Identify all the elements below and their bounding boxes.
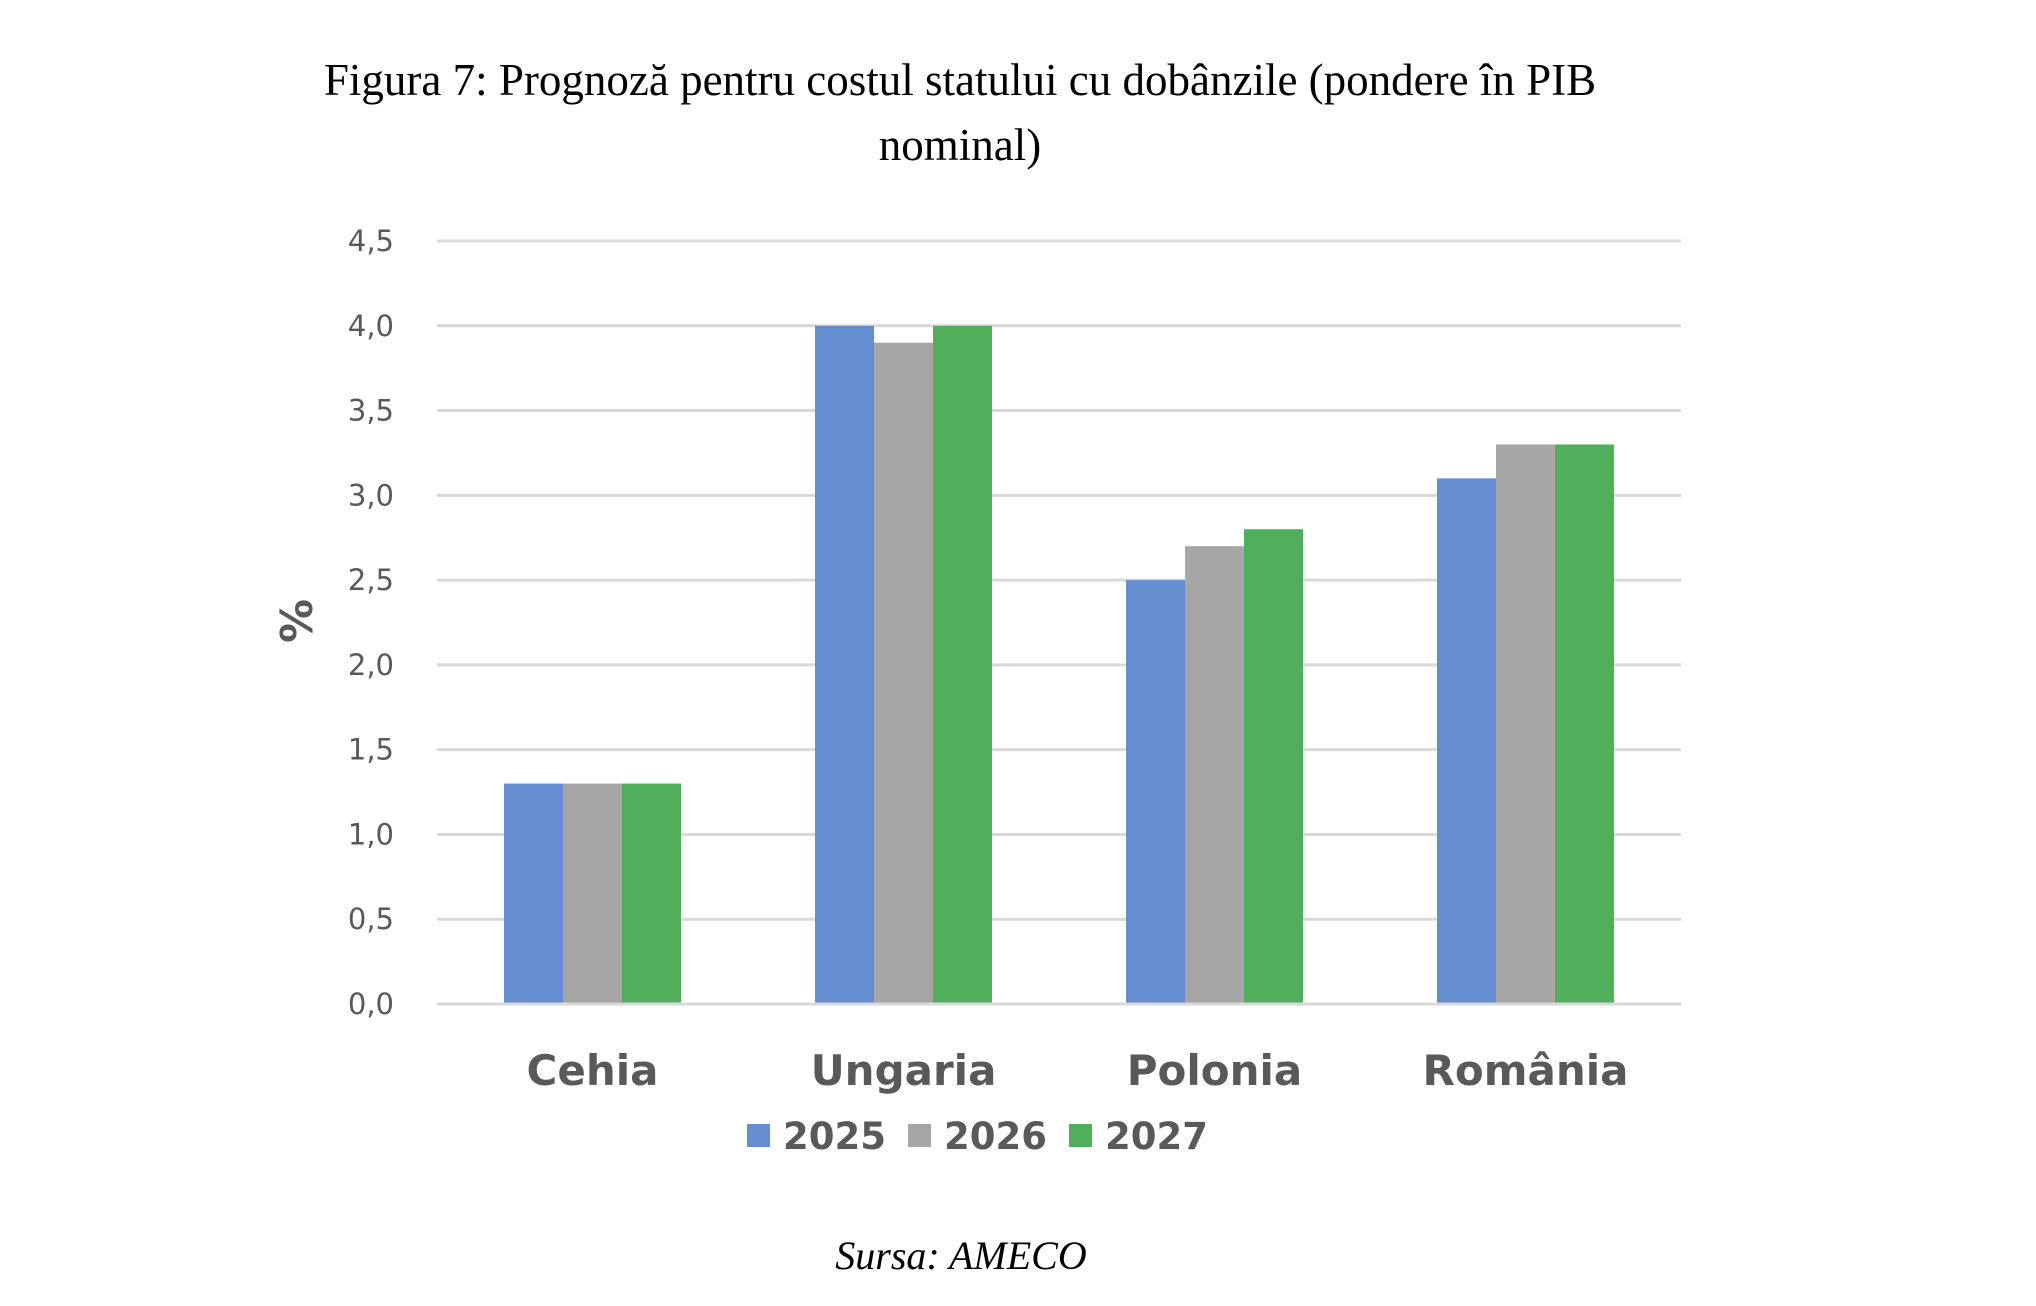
- y-tick-label: 3,5: [348, 394, 394, 428]
- y-tick-label: 2,0: [348, 648, 394, 682]
- y-axis-label: %: [272, 599, 323, 643]
- y-tick-label: 0,0: [348, 987, 394, 1021]
- x-category-label: Ungaria: [811, 1046, 997, 1095]
- bar-cehia-2026: [563, 783, 622, 1004]
- chart-source: Sursa: AMECO: [835, 1233, 1087, 1278]
- bar-polonia-2025: [1126, 580, 1185, 1004]
- bar-polonia-2027: [1244, 529, 1303, 1004]
- bar-polonia-2026: [1185, 546, 1244, 1004]
- legend-label: 2027: [1105, 1115, 1208, 1158]
- legend-swatch-2026: [908, 1124, 931, 1147]
- x-category-label: Polonia: [1127, 1046, 1303, 1095]
- chart-title: Figura 7: Prognoză pentru costul statulu…: [200, 48, 1720, 178]
- y-tick-label: 4,5: [348, 224, 394, 258]
- bar-românia-2026: [1496, 444, 1555, 1004]
- bar-românia-2025: [1437, 478, 1496, 1004]
- chart-title-line-2: nominal): [878, 120, 1042, 170]
- chart-title-line-1: Figura 7: Prognoză pentru costul statulu…: [323, 55, 1597, 105]
- y-tick-label: 4,0: [348, 309, 394, 343]
- y-tick-label: 2,5: [348, 563, 394, 597]
- x-category-label: Cehia: [527, 1046, 659, 1095]
- bar-ungaria-2026: [874, 342, 933, 1004]
- legend-label: 2026: [944, 1115, 1047, 1158]
- y-tick-label: 1,0: [348, 817, 394, 851]
- y-tick-label: 0,5: [348, 902, 394, 936]
- bar-ungaria-2025: [815, 325, 874, 1004]
- bar-cehia-2027: [622, 783, 681, 1004]
- y-tick-label: 1,5: [348, 733, 394, 767]
- legend-swatch-2027: [1069, 1124, 1092, 1147]
- bar-românia-2027: [1555, 444, 1614, 1004]
- bar-ungaria-2027: [933, 325, 992, 1004]
- legend-swatch-2025: [747, 1124, 770, 1147]
- legend-label: 2025: [783, 1115, 886, 1158]
- y-tick-label: 3,0: [348, 478, 394, 512]
- x-category-label: România: [1423, 1046, 1629, 1095]
- bar-cehia-2025: [504, 783, 563, 1004]
